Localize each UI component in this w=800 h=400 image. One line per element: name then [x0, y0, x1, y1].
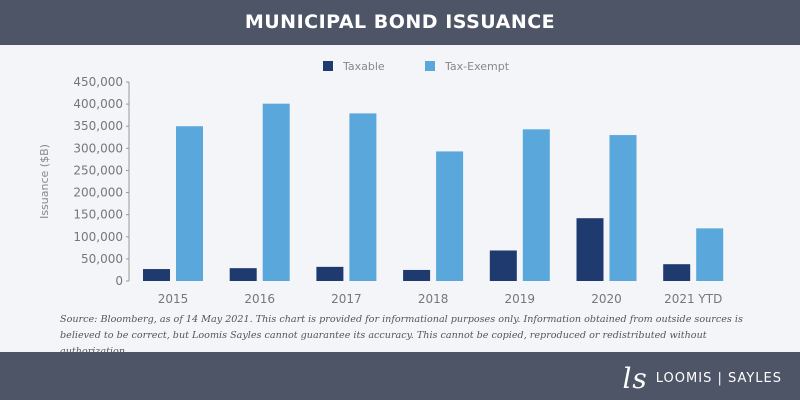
y-tick-label: 50,000 — [81, 252, 123, 266]
loomis-sayles-logo: ls LOOMIS | SAYLES — [622, 362, 782, 395]
y-tick-label: 100,000 — [73, 230, 123, 244]
source-note: Source: Bloomberg, as of 14 May 2021. Th… — [60, 314, 743, 357]
y-tick-label: 400,000 — [73, 97, 123, 111]
chart-title: MUNICIPAL BOND ISSUANCE — [0, 0, 800, 45]
bar-tax-exempt — [609, 135, 637, 281]
y-tick-label: 150,000 — [73, 208, 123, 222]
x-tick-label: 2016 — [244, 292, 275, 306]
bar-taxable — [403, 269, 431, 281]
y-axis-label: Issuance ($B) — [38, 144, 51, 219]
bar-taxable — [229, 268, 257, 281]
x-tick-label: 2017 — [331, 292, 362, 306]
bar-chart: 0 50,000 100,000 150,000 200,000 250,000 300,0… — [38, 60, 724, 306]
y-tick-label: 300,000 — [73, 141, 123, 155]
bar-tax-exempt — [436, 151, 464, 281]
legend-swatch — [323, 61, 333, 71]
y-tick-label: 250,000 — [73, 163, 123, 177]
x-tick-label: 2020 — [591, 292, 622, 306]
legend-label: Taxable — [342, 60, 385, 73]
y-tick-label: 450,000 — [73, 75, 123, 89]
y-tick-label: 350,000 — [73, 119, 123, 133]
bar-taxable — [489, 250, 517, 281]
legend-swatch — [425, 61, 435, 71]
bar-taxable — [316, 266, 344, 281]
x-tick-label: 2019 — [505, 292, 536, 306]
bar-taxable — [576, 218, 604, 281]
footer-band — [0, 352, 800, 400]
y-tick-label: 200,000 — [73, 186, 123, 200]
legend-label: Tax-Exempt — [444, 60, 510, 73]
bar-tax-exempt — [349, 113, 377, 281]
bar-tax-exempt — [262, 103, 290, 281]
bar-tax-exempt — [696, 228, 724, 281]
bar-taxable — [143, 269, 170, 281]
bar-tax-exempt — [176, 126, 203, 281]
y-tick-label: 0 — [115, 274, 123, 288]
bar-taxable — [663, 264, 691, 281]
bar-tax-exempt — [522, 129, 550, 281]
x-tick-label: 2021 YTD — [664, 292, 722, 306]
x-tick-label: 2018 — [418, 292, 449, 306]
x-tick-label: 2015 — [158, 292, 189, 306]
